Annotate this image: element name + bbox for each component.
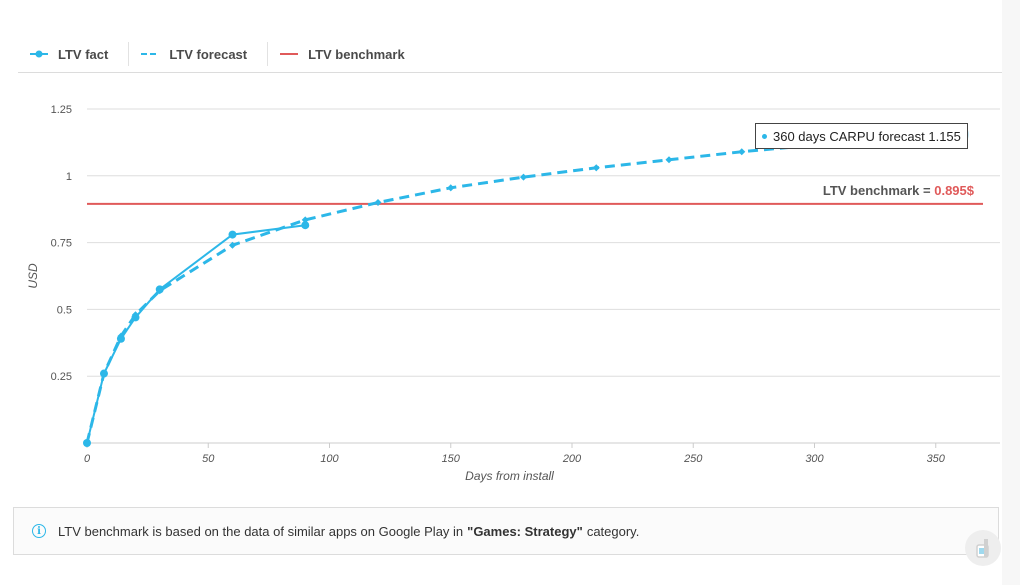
legend-item-ltv-benchmark[interactable]: LTV benchmark bbox=[268, 42, 425, 66]
dashed-line-icon bbox=[141, 53, 160, 55]
x-tick-label: 100 bbox=[320, 453, 339, 465]
legend-item-ltv-forecast[interactable]: LTV forecast bbox=[129, 42, 269, 66]
forecast-point bbox=[100, 369, 108, 378]
x-tick-label: 350 bbox=[927, 453, 946, 465]
forecast-point bbox=[83, 439, 91, 447]
solid-line-dot-icon bbox=[30, 50, 48, 58]
forecast-point bbox=[156, 287, 164, 295]
x-tick-label: 300 bbox=[805, 453, 824, 465]
forecast-point bbox=[592, 164, 600, 172]
chart-legend: LTV fact LTV forecast LTV benchmark bbox=[18, 36, 1002, 73]
devtodev-logo bbox=[965, 530, 1001, 566]
x-tick-label: 0 bbox=[84, 453, 91, 465]
chart-grid bbox=[87, 108, 1000, 444]
logo-icon bbox=[976, 539, 989, 558]
chart-series bbox=[83, 125, 969, 447]
x-tick-label: 150 bbox=[442, 453, 461, 465]
y-tick-label: 0.75 bbox=[51, 238, 72, 250]
forecast-point bbox=[131, 311, 140, 319]
y-axis-label: USD bbox=[26, 263, 40, 289]
legend-label-ltv-benchmark: LTV benchmark bbox=[308, 46, 405, 62]
y-tick-label: 1.25 bbox=[51, 104, 72, 116]
info-icon: i bbox=[32, 524, 46, 538]
forecast-point bbox=[374, 198, 382, 207]
ltv-line-chart: 0 50 100 150 200 250 300 350 0.25 0.5 0.75 1 1.25 D… bbox=[26, 104, 1000, 483]
x-axis-label: Days from install bbox=[465, 469, 554, 483]
info-text-before: LTV benchmark is based on the data of si… bbox=[58, 523, 464, 539]
x-tick-label: 50 bbox=[202, 453, 215, 465]
forecast-point bbox=[519, 173, 528, 181]
forecast-point bbox=[117, 332, 125, 340]
legend-label-ltv-forecast: LTV forecast bbox=[169, 46, 248, 62]
forecast-point bbox=[228, 241, 237, 249]
benchmark-annotation-value: 0.895$ bbox=[934, 183, 974, 198]
benchmark-annotation: LTV benchmark = 0.895$ bbox=[823, 183, 974, 198]
legend-item-ltv-fact[interactable]: LTV fact bbox=[18, 42, 130, 66]
y-tick-label: 0.25 bbox=[51, 371, 72, 383]
benchmark-annotation-label: LTV benchmark = bbox=[822, 183, 935, 198]
x-axis-ticks: 0 50 100 150 200 250 300 350 bbox=[84, 443, 946, 465]
forecast-point bbox=[738, 148, 746, 156]
legend-label-ltv-fact: LTV fact bbox=[58, 46, 109, 62]
y-tick-label: 1 bbox=[66, 171, 72, 183]
fact-point bbox=[301, 221, 310, 230]
info-banner: i LTV benchmark is based on the data of … bbox=[13, 507, 999, 555]
forecast-point bbox=[447, 184, 455, 192]
y-tick-label: 0.5 bbox=[57, 304, 72, 316]
forecast-point bbox=[301, 216, 309, 224]
info-category: "Games: Strategy" bbox=[467, 523, 583, 539]
forecast-tooltip: 360 days CARPU forecast 1.155 bbox=[755, 123, 968, 149]
fact-point bbox=[228, 230, 237, 239]
forecast-point bbox=[665, 156, 673, 164]
tooltip-dot-icon bbox=[762, 133, 767, 139]
forecast-series-line bbox=[85, 132, 961, 444]
y-axis-ticks: 0.25 0.5 0.75 1 1.25 bbox=[51, 104, 72, 383]
tooltip-text: 360 days CARPU forecast 1.155 bbox=[773, 128, 961, 144]
red-line-icon bbox=[280, 53, 299, 55]
x-tick-label: 200 bbox=[562, 453, 582, 465]
x-tick-label: 250 bbox=[683, 453, 703, 465]
info-text-after: category. bbox=[586, 523, 640, 539]
